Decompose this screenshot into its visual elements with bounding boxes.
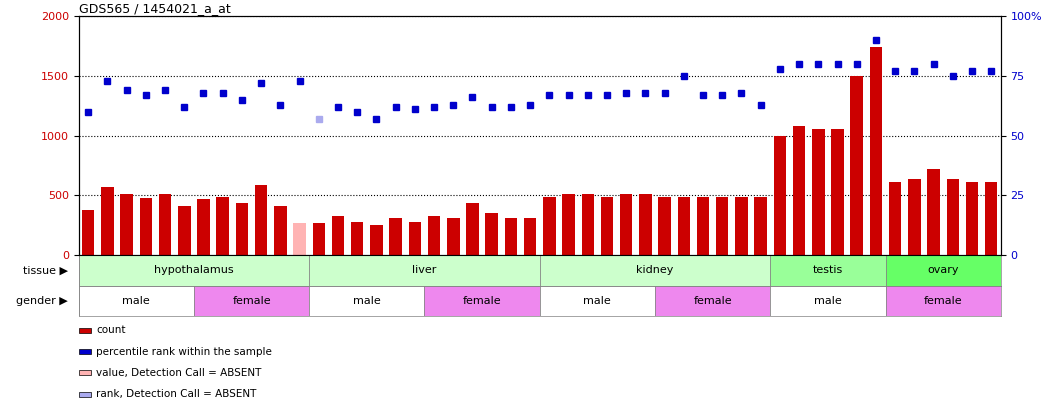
Bar bbox=[639, 194, 652, 255]
Bar bbox=[390, 218, 401, 255]
Bar bbox=[601, 196, 613, 255]
Bar bbox=[946, 179, 959, 255]
Text: female: female bbox=[233, 296, 270, 306]
Bar bbox=[197, 199, 210, 255]
Bar bbox=[79, 286, 194, 316]
Bar bbox=[812, 128, 825, 255]
Text: tissue ▶: tissue ▶ bbox=[23, 265, 67, 275]
Bar bbox=[793, 126, 805, 255]
Bar bbox=[655, 286, 770, 316]
Bar bbox=[736, 196, 747, 255]
Bar bbox=[543, 196, 555, 255]
Bar bbox=[139, 198, 152, 255]
Bar bbox=[678, 196, 690, 255]
Bar bbox=[966, 182, 978, 255]
Bar bbox=[82, 210, 94, 255]
Bar bbox=[309, 286, 424, 316]
Text: percentile rank within the sample: percentile rank within the sample bbox=[96, 347, 272, 356]
Bar bbox=[620, 194, 632, 255]
Bar bbox=[755, 196, 767, 255]
Bar bbox=[275, 206, 286, 255]
Text: liver: liver bbox=[412, 265, 437, 275]
Bar bbox=[540, 255, 770, 286]
Text: count: count bbox=[96, 325, 126, 335]
Bar bbox=[370, 225, 383, 255]
Bar bbox=[409, 222, 421, 255]
Text: male: male bbox=[814, 296, 842, 306]
Bar bbox=[309, 255, 540, 286]
Bar bbox=[79, 255, 309, 286]
Text: ovary: ovary bbox=[927, 265, 959, 275]
Bar bbox=[563, 194, 574, 255]
Bar bbox=[159, 194, 171, 255]
Text: female: female bbox=[694, 296, 732, 306]
Bar bbox=[889, 182, 901, 255]
Bar bbox=[770, 255, 886, 286]
Text: male: male bbox=[353, 296, 380, 306]
Bar bbox=[485, 213, 498, 255]
Text: GDS565 / 1454021_a_at: GDS565 / 1454021_a_at bbox=[79, 2, 231, 15]
Bar bbox=[770, 286, 886, 316]
Bar bbox=[447, 218, 459, 255]
Bar bbox=[886, 255, 1001, 286]
Bar bbox=[831, 128, 844, 255]
Bar bbox=[312, 224, 325, 255]
Bar bbox=[178, 206, 191, 255]
Bar bbox=[985, 182, 998, 255]
Text: rank, Detection Call = ABSENT: rank, Detection Call = ABSENT bbox=[96, 389, 257, 399]
Bar bbox=[909, 179, 920, 255]
Bar bbox=[102, 187, 113, 255]
Text: male: male bbox=[584, 296, 611, 306]
Bar bbox=[428, 216, 440, 255]
Bar bbox=[851, 76, 863, 255]
Text: value, Detection Call = ABSENT: value, Detection Call = ABSENT bbox=[96, 368, 262, 378]
Bar bbox=[121, 194, 133, 255]
Bar bbox=[293, 224, 306, 255]
Text: female: female bbox=[463, 296, 501, 306]
Bar bbox=[540, 286, 655, 316]
Bar bbox=[524, 217, 537, 255]
Bar bbox=[886, 286, 1001, 316]
Text: gender ▶: gender ▶ bbox=[16, 296, 67, 306]
Text: testis: testis bbox=[813, 265, 843, 275]
Bar bbox=[332, 216, 344, 255]
Bar bbox=[505, 217, 517, 255]
Bar bbox=[582, 194, 594, 255]
Bar bbox=[351, 222, 364, 255]
Text: female: female bbox=[924, 296, 962, 306]
Bar bbox=[466, 202, 479, 255]
Bar bbox=[697, 196, 709, 255]
Text: kidney: kidney bbox=[636, 265, 674, 275]
Bar bbox=[927, 169, 940, 255]
Bar bbox=[194, 286, 309, 316]
Bar bbox=[424, 286, 540, 316]
Bar bbox=[236, 202, 248, 255]
Bar bbox=[773, 136, 786, 255]
Bar bbox=[870, 47, 882, 255]
Text: hypothalamus: hypothalamus bbox=[154, 265, 234, 275]
Bar bbox=[716, 196, 728, 255]
Bar bbox=[255, 185, 267, 255]
Bar bbox=[658, 196, 671, 255]
Bar bbox=[217, 196, 228, 255]
Text: male: male bbox=[123, 296, 150, 306]
